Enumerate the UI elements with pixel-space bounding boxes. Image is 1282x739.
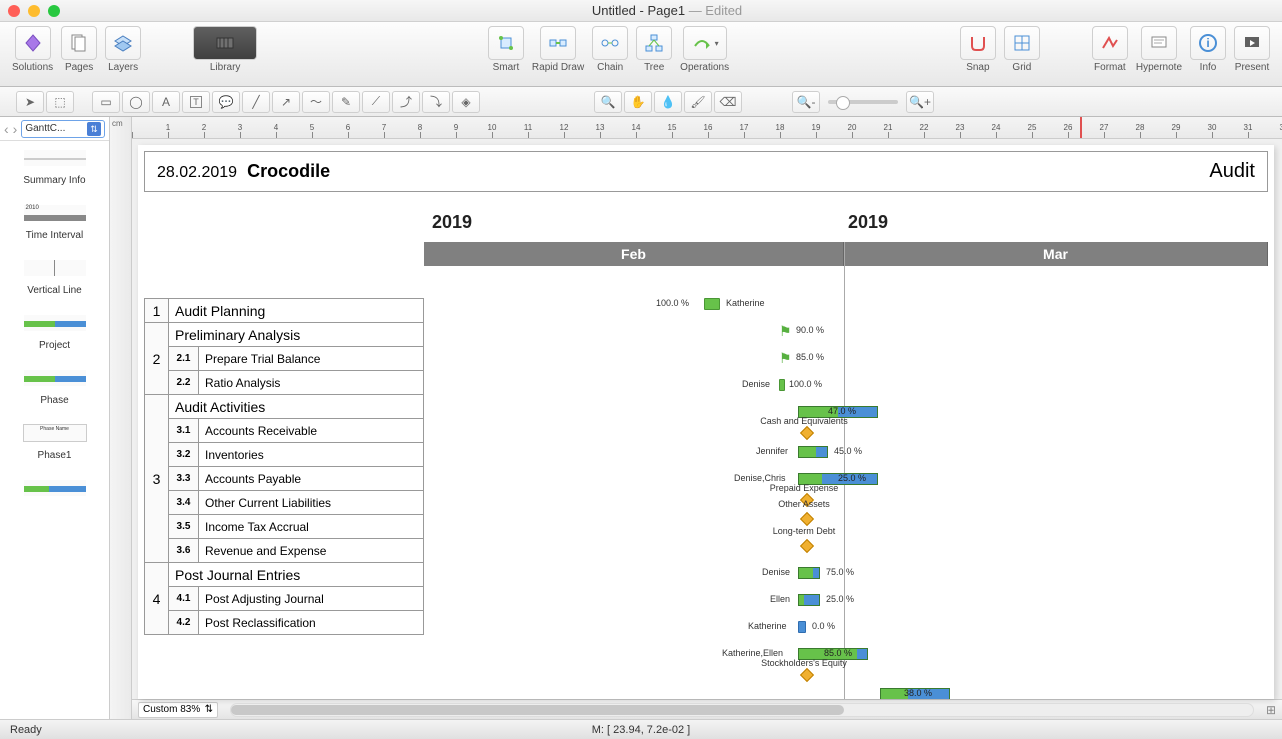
text-tool[interactable]: A [152,91,180,113]
callout-tool[interactable]: 💬 [212,91,240,113]
pages-button[interactable] [61,26,97,60]
back-button[interactable]: ‹ [4,121,9,137]
sidebar-items: Summary Info 2010Time Interval Vertical … [0,141,109,719]
marquee-tool[interactable]: ⬚ [46,91,74,113]
ruler-marker [1080,117,1082,138]
canvas-wrap: 1234567891011121314151617181920212223242… [132,117,1282,719]
sidebar-item[interactable] [0,479,109,497]
sidebar-item[interactable]: Project [0,314,109,351]
gantt-rows: 100.0 %Katherine⚑90.0 %⚑85.0 %Denise100.… [424,294,1268,699]
zoom-slider[interactable] [828,100,898,104]
h-scrollbar[interactable] [230,703,1254,717]
doc-header: 28.02.2019 Crocodile Audit [144,151,1268,192]
sidebar-item[interactable]: Phase NamePhase1 [0,424,109,461]
year-label: 2019 [432,212,472,233]
shape-toolbar: ➤ ⬚ ▭ ◯ A T 💬 ╱ ↗ 〜 ✎ ⟋ ⤴ ⤵ ◈ 🔍 ✋ 💧 🖌 ⌫ … [0,87,1282,117]
sidebar-item[interactable]: 2010Time Interval [0,204,109,241]
format-button[interactable] [1092,26,1128,60]
bottom-bar: Custom 83%⇅ ⊞ [132,699,1282,719]
doc-title: Audit [1209,160,1255,183]
pointer-tool[interactable]: ➤ [16,91,44,113]
canvas[interactable]: 28.02.2019 Crocodile Audit 1Audit Planni… [138,145,1274,699]
gantt-area: 1Audit Planning2Preliminary Analysis2.1P… [138,198,1274,699]
sidebar-item[interactable]: Summary Info [0,149,109,186]
minimize-icon[interactable] [28,5,40,17]
forward-button[interactable]: › [13,121,18,137]
library-sidebar: ‹ › GanttC...⇅ Summary Info 2010Time Int… [0,117,110,719]
tree-button[interactable] [636,26,672,60]
connector2-tool[interactable]: ⤴ [392,91,420,113]
present-button[interactable] [1234,26,1270,60]
month-bar: Feb Mar [424,242,1268,266]
sidebar-item[interactable]: Phase [0,369,109,406]
doc-date: 28.02.2019 [157,164,237,182]
pencil-tool[interactable]: ✎ [332,91,360,113]
dropper-tool[interactable]: 💧 [654,91,682,113]
line-tool[interactable]: ╱ [242,91,270,113]
corner-icon[interactable]: ⊞ [1266,703,1276,717]
horizontal-ruler: 1234567891011121314151617181920212223242… [132,117,1282,139]
brush-tool[interactable]: 🖌 [684,91,712,113]
gantt-chart: 2019 2019 Feb Mar 100.0 %Katherine⚑90.0 … [424,212,1268,699]
main-toolbar: Solutions Pages Layers Library Smart Rap… [0,22,1282,87]
sidebar-item[interactable]: Vertical Line [0,259,109,296]
month-feb: Feb [424,242,844,266]
chain-button[interactable] [592,26,628,60]
close-icon[interactable] [8,5,20,17]
ellipse-tool[interactable]: ◯ [122,91,150,113]
grid-button[interactable] [1004,26,1040,60]
zoom-select[interactable]: Custom 83%⇅ [138,702,218,718]
library-dropdown[interactable]: GanttC...⇅ [21,120,105,138]
status-text: Ready [10,724,42,736]
hypernote-button[interactable] [1141,26,1177,60]
month-mar: Mar [844,242,1268,266]
connector-tool[interactable]: ⟋ [362,91,390,113]
traffic-lights [8,5,60,17]
arrow-tool[interactable]: ↗ [272,91,300,113]
zoom-in-icon[interactable]: 🔍 [594,91,622,113]
task-table: 1Audit Planning2Preliminary Analysis2.1P… [144,298,424,699]
solutions-button[interactable] [15,26,51,60]
zoom-out-button[interactable]: 🔍- [792,91,820,113]
eraser-tool[interactable]: ⌫ [714,91,742,113]
sidebar-nav: ‹ › GanttC...⇅ [0,117,109,141]
workarea: ‹ › GanttC...⇅ Summary Info 2010Time Int… [0,117,1282,719]
vertical-ruler: cm [110,117,132,719]
ops-button[interactable]: ▾ [683,26,727,60]
zoom-in-button[interactable]: 🔍+ [906,91,934,113]
library-button[interactable] [193,26,257,60]
titlebar: Untitled - Page1 — Edited [0,0,1282,22]
coords-text: M: [ 23.94, 7.2e-02 ] [592,724,690,736]
layers-button[interactable] [105,26,141,60]
doc-name: Crocodile [247,161,330,182]
status-bar: Ready M: [ 23.94, 7.2e-02 ] [0,719,1282,739]
textbox-tool[interactable]: T [182,91,210,113]
info-button[interactable]: i [1190,26,1226,60]
window-title: Untitled - Page1 — Edited [60,3,1274,18]
zoom-icon[interactable] [48,5,60,17]
svg-text:i: i [1206,36,1209,50]
connector3-tool[interactable]: ⤵ [422,91,450,113]
snap-button[interactable] [960,26,996,60]
smart-button[interactable] [488,26,524,60]
stamp-tool[interactable]: ◈ [452,91,480,113]
hand-tool[interactable]: ✋ [624,91,652,113]
curve-tool[interactable]: 〜 [302,91,330,113]
rect-tool[interactable]: ▭ [92,91,120,113]
rapid-button[interactable] [540,26,576,60]
year-label: 2019 [848,212,888,233]
